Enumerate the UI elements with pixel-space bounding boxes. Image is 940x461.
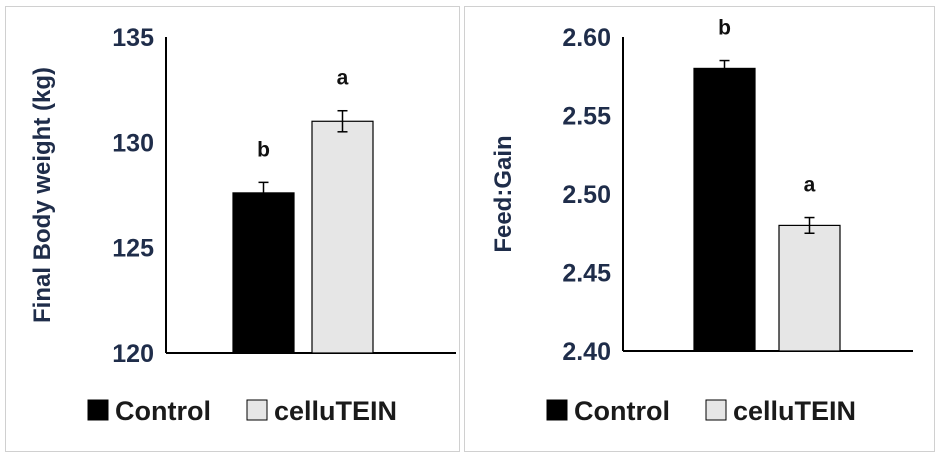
chart-body-weight: 120 125 130 135 Final Body weight (kg) b a Cont… [29, 24, 456, 426]
bar-cellutein [311, 120, 374, 354]
legend-label-cellutein: celluTEIN [274, 396, 397, 426]
legend-swatch-cellutein [705, 399, 727, 421]
legend-swatch-cellutein [246, 399, 268, 421]
y-tick-label: 135 [112, 24, 154, 52]
y-axis-label: Final Body weight (kg) [29, 67, 56, 323]
legend-label-control: Control [574, 396, 670, 426]
legend-label-cellutein: celluTEIN [733, 396, 856, 426]
legend-swatch-control [546, 399, 568, 421]
significance-label: a [337, 67, 349, 90]
y-tick-label: 2.50 [562, 181, 611, 209]
legend-swatch-control [87, 399, 109, 421]
significance-label: a [804, 174, 816, 197]
y-axis-label: Feed:Gain [490, 135, 517, 252]
chart-panel-feed-gain: 2.40 2.45 2.50 2.55 2.60 Feed:Gain b a Control ce… [464, 6, 935, 452]
y-tick-label: 2.55 [562, 103, 611, 131]
legend-label-control: Control [115, 396, 211, 426]
y-tick-label: 2.45 [562, 260, 611, 288]
bar-cellutein [778, 224, 841, 352]
y-tick-label: 125 [112, 235, 154, 263]
bar-control [693, 67, 756, 352]
y-tick-label: 2.40 [562, 338, 611, 366]
y-tick-label: 130 [112, 129, 154, 157]
significance-label: b [718, 17, 731, 40]
bar-control [232, 192, 295, 354]
chart-feed-gain: 2.40 2.45 2.50 2.55 2.60 Feed:Gain b a Control ce… [490, 17, 913, 426]
y-tick-label: 2.60 [562, 24, 611, 52]
y-tick-label: 120 [112, 340, 154, 368]
significance-label: b [257, 138, 270, 161]
chart-panel-body-weight: 120 125 130 135 Final Body weight (kg) b a Cont… [5, 6, 460, 452]
